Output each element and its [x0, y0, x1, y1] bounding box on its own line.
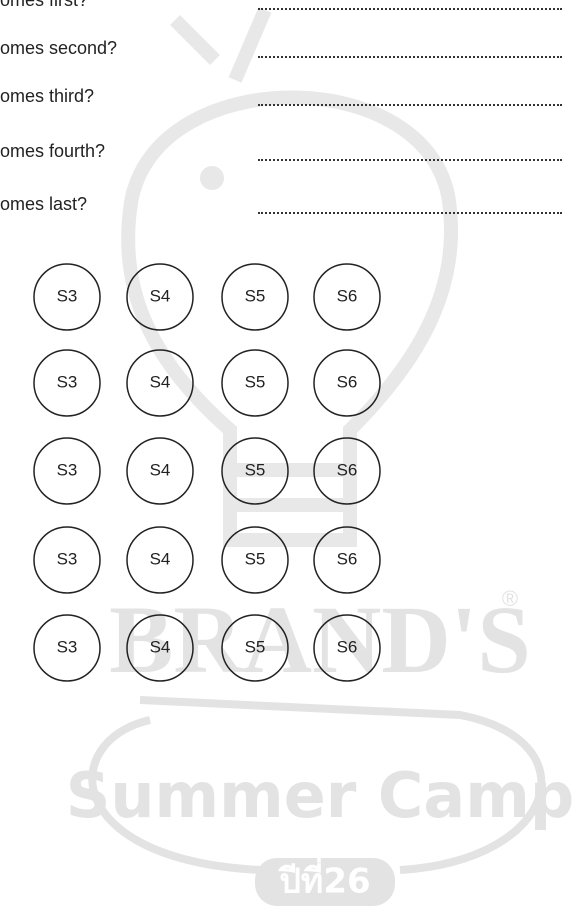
option-label: S6: [337, 460, 358, 479]
option-label: S5: [245, 286, 266, 305]
option-label: S3: [57, 286, 78, 305]
option-label: S3: [57, 372, 78, 391]
option-label: S4: [150, 286, 171, 305]
option-label: S3: [57, 549, 78, 568]
option-label: S4: [150, 460, 171, 479]
question-text: omes third?: [0, 86, 94, 107]
question-text: omes fourth?: [0, 141, 105, 162]
bulb-highlight: [200, 166, 224, 190]
watermark: BRAND'S ® Summer Camp ปีที่26 S3 S4 S5 S6 S3…: [0, 0, 580, 922]
option-label: S6: [337, 637, 358, 656]
camp-text: Summer Camp: [66, 759, 575, 832]
registered-mark: ®: [502, 586, 518, 611]
option-label: S5: [245, 637, 266, 656]
answer-blank: [258, 56, 562, 58]
answer-blank: [258, 104, 562, 106]
bulb-outline: [128, 10, 451, 540]
option-label: S5: [245, 549, 266, 568]
option-label: S5: [245, 372, 266, 391]
question-text: omes last?: [0, 194, 87, 215]
answer-blank: [258, 159, 562, 161]
option-label: S6: [337, 372, 358, 391]
option-label: S4: [150, 637, 171, 656]
question-text: omes second?: [0, 38, 117, 59]
option-label: S3: [57, 460, 78, 479]
answer-blank: [258, 212, 562, 214]
answer-blank: [258, 8, 562, 10]
option-label: S4: [150, 372, 171, 391]
brand-text: BRAND'S: [109, 586, 530, 693]
option-label: S5: [245, 460, 266, 479]
worksheet-page: BRAND'S ® Summer Camp ปีที่26 S3 S4 S5 S6 S3…: [0, 0, 580, 922]
option-label: S6: [337, 286, 358, 305]
option-label: S3: [57, 637, 78, 656]
option-label: S6: [337, 549, 358, 568]
edition-text: ปีที่26: [278, 857, 371, 902]
question-text: omes first?: [0, 0, 88, 11]
option-label: S4: [150, 549, 171, 568]
